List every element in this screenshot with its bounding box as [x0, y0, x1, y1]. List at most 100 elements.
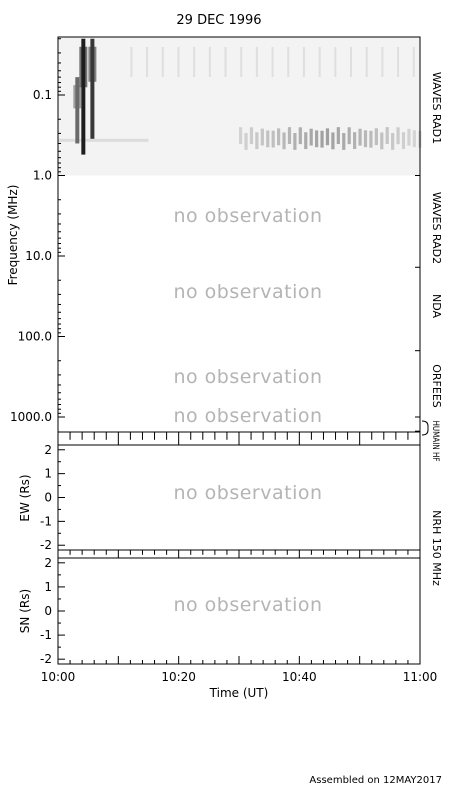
band-emission-cell	[309, 128, 313, 146]
spec-tick-label: 1.0	[33, 169, 52, 183]
band-emission-cell	[239, 127, 243, 145]
no-observation-humain: no observation	[173, 405, 322, 427]
spectrogram-image	[58, 37, 422, 176]
instrument-label-orfees: ORFEES	[430, 364, 443, 408]
time-tick-label: 10:40	[282, 670, 317, 684]
band-emission-cell	[277, 128, 281, 146]
band-emission-cell	[325, 128, 330, 146]
type3-burst	[90, 38, 95, 139]
instrument-label-rad2: WAVES RAD2	[430, 192, 443, 264]
band-emission-cell	[353, 132, 357, 150]
rad1-streak	[318, 47, 321, 77]
spec-tick-label: 0.1	[33, 88, 52, 102]
spec-tick-label: 100.0	[18, 330, 52, 344]
ew-ylabel: EW (Rs)	[18, 474, 32, 521]
rad1-streak	[208, 47, 211, 77]
rad1-streak	[287, 47, 290, 77]
band-emission-cell	[347, 127, 351, 145]
rad1-streak	[412, 47, 415, 77]
assembled-footer: Assembled on 12MAY2017	[309, 775, 442, 786]
band-emission-cell	[293, 133, 297, 150]
band-emission-cell	[260, 128, 264, 146]
no-observation-sn: no observation	[173, 594, 322, 616]
time-axis: 10:00 10:20 10:40 11:00	[41, 656, 438, 684]
band-emission-cell	[363, 130, 368, 148]
humain-bracket	[421, 420, 429, 436]
ew-tick-label: -1	[40, 514, 52, 528]
sn-ylabel: SN (Rs)	[18, 589, 32, 633]
spec-tick-label: 1000.0	[10, 410, 52, 424]
rad1-streak	[255, 47, 258, 77]
instrument-label-humain: HUMAIN HF	[431, 420, 442, 461]
sn-panel: -2 -1 0 1 2 no observation SN (Rs)	[18, 556, 421, 666]
band-emission-cell	[342, 133, 346, 150]
chart-title: 29 DEC 1996	[176, 13, 261, 28]
band-emission-cell	[298, 127, 302, 145]
rad1-streak	[365, 47, 368, 77]
band-emission-cell	[249, 127, 254, 145]
time-ruler-upper	[57, 431, 421, 446]
spectrogram-panel: 0.1 1.0 10.0 100.0 1000.0 no observation no …	[6, 36, 443, 462]
ew-tick-label: -2	[40, 538, 52, 552]
ew-tick-label: 0	[44, 491, 52, 505]
x-axis-label: Time (UT)	[209, 686, 269, 700]
rad1-streak	[224, 47, 227, 77]
spectrogram-ylabel: Frequency (MHz)	[6, 185, 20, 286]
no-observation-orfees: no observation	[173, 366, 322, 388]
spec-tick-label: 10.0	[25, 249, 52, 263]
ew-tick-label: 2	[44, 443, 52, 457]
band-emission-trace	[58, 138, 149, 142]
band-emission-cell	[385, 127, 389, 144]
band-emission-cell	[304, 132, 308, 150]
band-emission-cell	[315, 130, 319, 148]
type3-burst-core	[88, 46, 97, 82]
band-emission-cell	[266, 130, 270, 148]
band-emission-cell	[336, 127, 340, 144]
spectrogram-ticks: 0.1 1.0 10.0 100.0 1000.0	[10, 38, 420, 432]
band-emission-cell	[374, 128, 378, 146]
sn-tick-label: -1	[40, 628, 52, 642]
band-emission-cell	[358, 128, 362, 146]
rad1-streak	[130, 47, 133, 77]
rad1-streak	[271, 47, 274, 77]
rad1-streak	[146, 47, 149, 77]
band-emission-cell	[396, 127, 400, 145]
sn-tick-label: 0	[44, 604, 52, 618]
band-emission-cell	[401, 132, 406, 149]
band-emission-cell	[412, 130, 416, 148]
sn-tick-label: -2	[40, 652, 52, 666]
sn-tick-label: 1	[44, 580, 52, 594]
no-observation-nda: no observation	[173, 281, 322, 303]
sn-ticks: -2 -1 0 1 2	[40, 556, 65, 666]
band-emission-cell	[255, 132, 259, 150]
type3-burst-core	[79, 46, 88, 88]
ew-ticks: -2 -1 0 1 2	[40, 443, 65, 552]
type3-burst	[75, 77, 80, 144]
band-emission-cell	[244, 133, 248, 150]
rad1-streak	[334, 47, 337, 77]
band-emission-cell	[380, 132, 384, 150]
rad1-streak	[397, 47, 400, 77]
rad1-background	[58, 37, 420, 176]
rad1-streak	[177, 47, 180, 77]
band-emission-cell	[407, 128, 411, 146]
rad1-streak	[161, 47, 164, 77]
rad1-streak	[381, 47, 384, 77]
no-observation-rad2: no observation	[173, 205, 322, 227]
instrument-labels: WAVES RAD1 WAVES RAD2 NDA ORFEES HUMAIN …	[430, 72, 443, 462]
band-emission-cell	[391, 133, 395, 150]
instrument-label-nda: NDA	[430, 294, 443, 319]
time-tick-label: 10:00	[41, 670, 76, 684]
time-tick-label: 10:20	[161, 670, 196, 684]
band-emission-cell	[320, 130, 324, 148]
type3-burst-core	[73, 85, 82, 109]
ew-tick-label: 1	[44, 467, 52, 481]
time-tick-label: 11:00	[403, 670, 438, 684]
band-emission-cell	[287, 127, 292, 145]
band-emission-cell	[271, 130, 275, 148]
type3-burst	[81, 38, 86, 155]
rad1-streak	[193, 47, 196, 77]
nrh-label: NRH 150 MHz	[430, 510, 443, 586]
band-emission-cell	[331, 132, 335, 150]
